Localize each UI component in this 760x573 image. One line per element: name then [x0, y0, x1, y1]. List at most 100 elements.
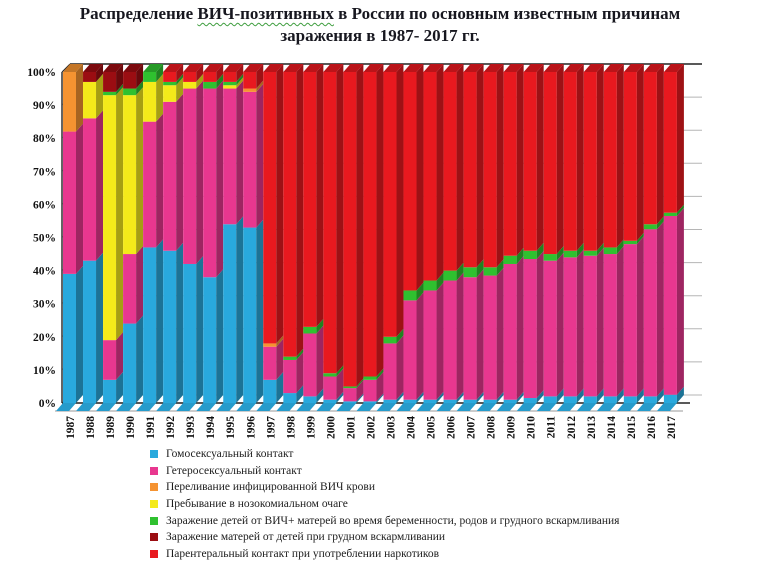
bar-segment-front [543, 260, 557, 397]
bar-bottom-face [136, 403, 157, 411]
x-tick-label: 2001 [345, 416, 357, 439]
bar-segment-front [203, 81, 217, 89]
bar-segment-front [603, 247, 617, 255]
bar-segment-side [576, 64, 584, 251]
bar-segment-side [616, 246, 624, 397]
x-tick-label: 1996 [245, 416, 257, 439]
bar-bottom-face [76, 403, 97, 411]
bar-bottom-face [356, 403, 377, 411]
bar-segment-side [156, 73, 164, 122]
bar-segment-side [416, 282, 424, 301]
bar-segment-front [663, 212, 677, 216]
bar-segment-front [463, 399, 477, 403]
bar-segment-front [323, 399, 337, 403]
bar-segment-side [496, 391, 504, 403]
bar-segment-side [296, 351, 304, 394]
bar-segment-front [163, 101, 177, 251]
bar-segment-side [316, 64, 324, 327]
legend-marker [150, 549, 158, 558]
x-tick-label: 2004 [406, 416, 418, 439]
bar-segment-front [443, 72, 457, 271]
title-part1: Распределение [79, 4, 198, 23]
bar-top-face [83, 64, 104, 72]
bar-segment-side [376, 64, 384, 377]
bar-bottom-face [236, 403, 257, 411]
bar-segment-side [176, 77, 184, 102]
legend-marker [150, 500, 158, 509]
bar-segment-front [563, 396, 577, 403]
bar-segment-side [116, 64, 124, 92]
bar-segment-front [163, 85, 177, 102]
legend-marker [150, 450, 158, 459]
bar-segment-side [636, 236, 644, 397]
bar-segment-side [456, 391, 464, 403]
bar-segment-front [363, 376, 377, 380]
bar-bottom-face [536, 403, 557, 411]
bar-bottom-face [256, 403, 277, 411]
bar-segment-side [236, 77, 244, 89]
bar-segment-side [96, 73, 104, 119]
bar-bottom-face [596, 403, 617, 411]
bar-top-face [243, 64, 264, 72]
legend-marker [150, 483, 158, 492]
legend-label: Гетеросексуальный контакт [166, 464, 302, 477]
bar-segment-front [603, 254, 617, 397]
bar-bottom-face [636, 403, 657, 411]
bar-segment-front [83, 81, 97, 119]
bar-segment-side [296, 385, 304, 403]
x-tick-label: 1989 [105, 416, 117, 439]
x-tick-label: 1993 [185, 416, 197, 439]
bar-segment-front [243, 227, 257, 403]
bar-segment-front [363, 72, 377, 377]
bar-segment-side [476, 64, 484, 268]
x-tick-label: 2016 [646, 416, 658, 439]
bar-segment-front [643, 396, 657, 403]
bar-segment-front [403, 399, 417, 403]
bar-segment-side [556, 388, 564, 403]
bar-segment-front [263, 72, 277, 344]
bar-segment-front [423, 280, 437, 291]
bar-segment-front [263, 343, 277, 347]
bar-segment-side [476, 269, 484, 400]
bar-top-face [523, 64, 544, 72]
bar-bottom-face [96, 403, 117, 411]
bar-top-face [563, 64, 584, 72]
y-tick-label: 30% [33, 299, 56, 311]
bar-top-face [423, 64, 444, 72]
bar-segment-front [363, 379, 377, 402]
bar-segment-side [536, 251, 544, 399]
y-tick-label: 40% [33, 266, 56, 278]
bar-bottom-face [376, 403, 397, 411]
bar-segment-front [643, 224, 657, 230]
y-tick-label: 60% [33, 199, 56, 211]
y-tick-label: 10% [33, 365, 56, 377]
bar-top-face [303, 64, 324, 72]
bar-bottom-face [156, 403, 177, 411]
y-tick-label: 0% [39, 398, 56, 410]
bar-top-face [63, 64, 83, 72]
bar-segment-side [396, 391, 404, 403]
bar-segment-side [576, 249, 584, 397]
bar-top-face [603, 64, 624, 72]
bar-segment-front [263, 346, 277, 380]
bar-segment-side [556, 64, 564, 255]
bar-top-face [263, 64, 284, 72]
bar-segment-side [656, 388, 664, 403]
x-tick-label: 1991 [145, 416, 157, 439]
bar-bottom-face [516, 403, 537, 411]
bar-segment-side [156, 239, 164, 403]
bar-segment-front [83, 72, 97, 82]
bar-segment-side [176, 73, 184, 86]
bar-bottom-face [616, 403, 637, 411]
chart-svg: 1987 1988 1989 1990 1991 1992 1993 1994 1995 1996… [27, 63, 702, 439]
bar-segment-front [503, 255, 517, 264]
x-tick-label: 1987 [65, 416, 77, 439]
x-tick-label: 2003 [385, 416, 397, 439]
bar-segment-side [596, 242, 604, 256]
bar-segment-front [583, 250, 597, 256]
bar-segment-side [256, 64, 264, 89]
bar-segment-front [303, 396, 317, 403]
bar-segment-front [443, 270, 457, 281]
bar-segment-side [236, 64, 244, 82]
bar-segment-front [523, 72, 537, 251]
